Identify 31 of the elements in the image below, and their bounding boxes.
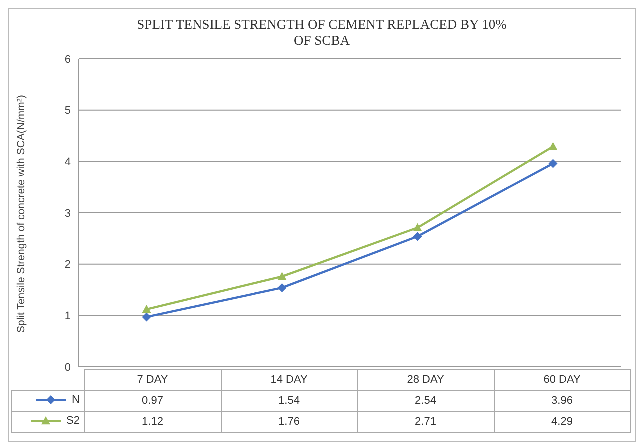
- data-label: 1.76: [221, 412, 358, 432]
- chart-title: SPLIT TENSILE STRENGTH OF CEMENT REPLACED BY 10% OF SCBA: [136, 16, 508, 49]
- y-tick-label: 2: [64, 259, 71, 272]
- legend-label: N: [71, 394, 80, 406]
- y-tick-label: 6: [64, 54, 71, 66]
- y-axis-title: Split Tensile Strength of concrete with SCA(N/mm²): [16, 95, 28, 333]
- data-label: 2.54: [358, 390, 494, 412]
- y-tick-label: 1: [64, 310, 71, 323]
- point: [142, 305, 152, 314]
- point: [278, 272, 287, 280]
- y-tick-label: 4: [64, 156, 71, 169]
- point: [413, 223, 422, 232]
- point: [278, 283, 287, 292]
- data-label: 4.29: [494, 412, 630, 432]
- x-tick-label: 28 DAY: [358, 370, 494, 390]
- point: [548, 142, 558, 150]
- x-tick-label: 60 DAY: [494, 370, 630, 390]
- data-label: 2.71: [358, 412, 494, 432]
- data-label: 3.96: [494, 390, 630, 412]
- x-tick-label: 14 DAY: [221, 370, 358, 390]
- y-tick-label: 0: [64, 362, 71, 374]
- y-tick-label: 5: [64, 105, 71, 118]
- data-label: 1.12: [84, 412, 221, 432]
- point: [142, 312, 152, 322]
- legend-label: S2: [66, 414, 80, 426]
- data-label: 1.54: [221, 390, 358, 412]
- point: [548, 159, 558, 168]
- x-tick-label: 7 DAY: [84, 370, 221, 390]
- point: [413, 232, 422, 242]
- data-label: 0.97: [84, 390, 221, 412]
- y-tick-label: 3: [64, 208, 71, 220]
